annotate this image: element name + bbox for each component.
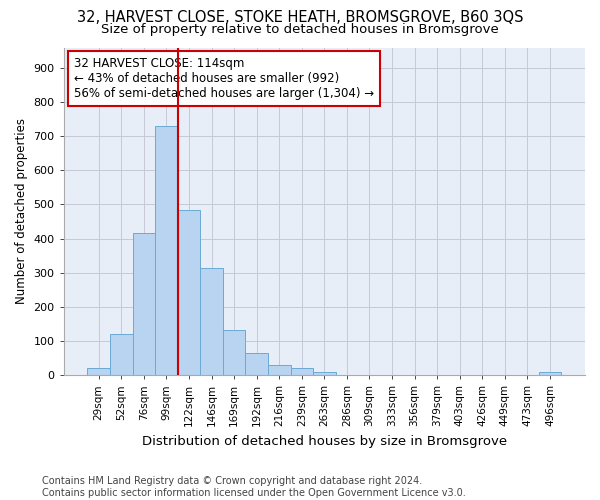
Bar <box>88 368 110 375</box>
Bar <box>268 365 290 375</box>
Text: Size of property relative to detached houses in Bromsgrove: Size of property relative to detached ho… <box>101 22 499 36</box>
Bar <box>200 268 223 375</box>
Bar <box>133 234 155 375</box>
Bar <box>245 353 268 375</box>
Text: 32 HARVEST CLOSE: 114sqm
← 43% of detached houses are smaller (992)
56% of semi-: 32 HARVEST CLOSE: 114sqm ← 43% of detach… <box>74 58 374 100</box>
Y-axis label: Number of detached properties: Number of detached properties <box>15 118 28 304</box>
Bar <box>290 368 313 375</box>
Bar <box>155 126 178 375</box>
Text: Contains HM Land Registry data © Crown copyright and database right 2024.
Contai: Contains HM Land Registry data © Crown c… <box>42 476 466 498</box>
Bar <box>110 334 133 375</box>
Bar <box>178 210 200 375</box>
Bar <box>223 330 245 375</box>
Bar <box>313 372 335 375</box>
X-axis label: Distribution of detached houses by size in Bromsgrove: Distribution of detached houses by size … <box>142 434 507 448</box>
Bar <box>539 372 562 375</box>
Text: 32, HARVEST CLOSE, STOKE HEATH, BROMSGROVE, B60 3QS: 32, HARVEST CLOSE, STOKE HEATH, BROMSGRO… <box>77 10 523 25</box>
